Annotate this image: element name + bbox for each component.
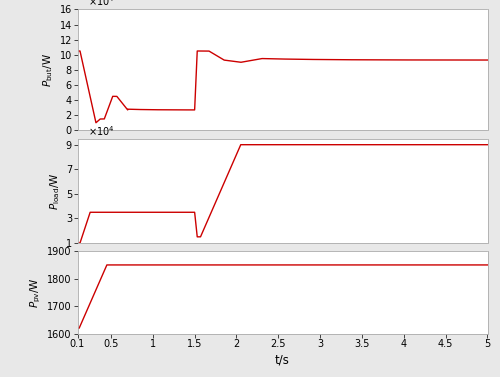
- Y-axis label: $P_{\rm but}$/W: $P_{\rm but}$/W: [42, 53, 56, 87]
- Text: $\times10^{4}$: $\times10^{4}$: [88, 0, 115, 8]
- Y-axis label: $P_{\rm pv}$/W: $P_{\rm pv}$/W: [29, 277, 43, 308]
- X-axis label: t/s: t/s: [275, 353, 290, 366]
- Text: $\times10^{4}$: $\times10^{4}$: [88, 124, 115, 138]
- Y-axis label: $P_{\rm load}$/W: $P_{\rm load}$/W: [48, 172, 62, 210]
